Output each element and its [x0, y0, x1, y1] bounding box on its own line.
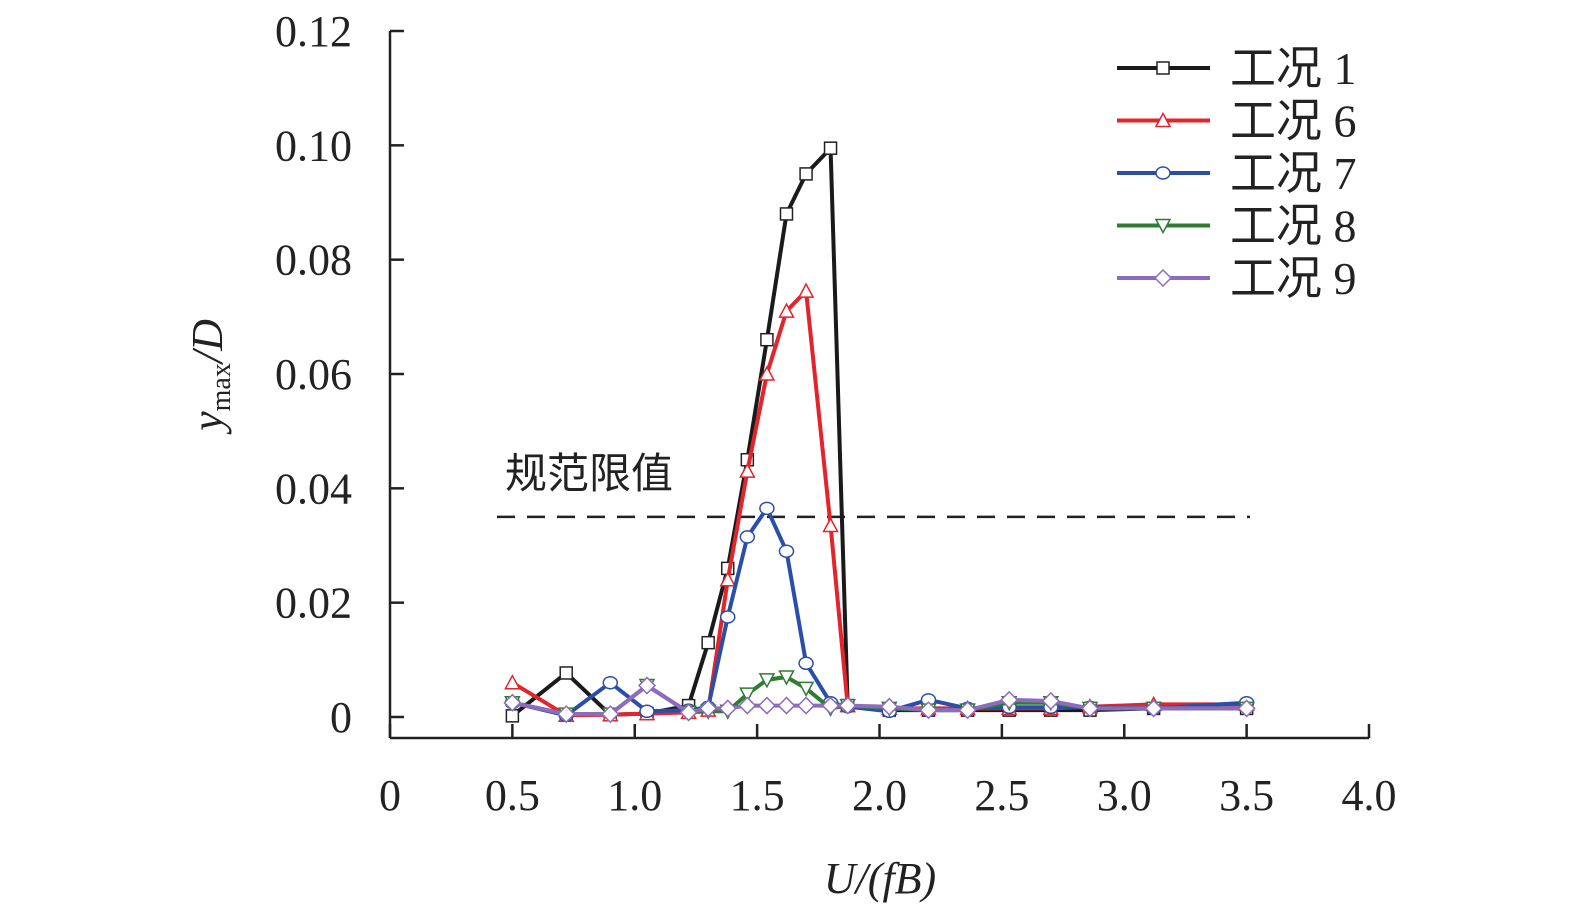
x-tick-label: 2.5: [974, 771, 1029, 820]
data-point: [739, 687, 756, 703]
x-tick-label: 3.0: [1097, 771, 1152, 820]
axes: 0 0.02 0.04 0.06 0.08 0.10 0.12 0 0.5 1.0 1.5 2.0 2.…: [275, 7, 1397, 820]
data-point: [880, 697, 899, 716]
series-3: [504, 501, 1255, 723]
series-line: [511, 143, 1247, 718]
data-point: [760, 332, 774, 347]
data-point: [699, 699, 718, 718]
series-1: [505, 141, 1254, 723]
series-lines: [503, 141, 1256, 724]
x-axis-label: U/(fB): [824, 854, 936, 903]
series-line: [511, 286, 1247, 718]
y-tick-label: 0.02: [275, 579, 352, 628]
data-point: [718, 699, 737, 718]
data-point: [821, 696, 840, 715]
y-tick-label: 0.08: [275, 236, 352, 285]
data-point: [838, 696, 857, 715]
x-tick-label: 0.5: [485, 771, 540, 820]
legend: 工况 1工况 6工况 7工况 8工况 9: [1117, 43, 1357, 304]
data-point: [637, 676, 657, 695]
y-label-sub: max: [206, 363, 237, 411]
x-tick-label: 4.0: [1342, 771, 1397, 820]
y-tick-label: 0.06: [275, 350, 352, 399]
y-axis-label: ymax/D: [183, 319, 237, 435]
legend-marker: [1156, 61, 1170, 75]
data-point: [779, 207, 794, 221]
data-point: [557, 705, 576, 724]
data-point: [919, 701, 938, 720]
x-tick-label: 1.0: [607, 771, 662, 820]
x-tick-label: 0: [379, 771, 401, 820]
data-point: [601, 705, 620, 724]
data-point: [822, 516, 839, 533]
series-2: [504, 282, 1255, 723]
data-point: [797, 681, 815, 697]
reference-line-label: 规范限值: [505, 452, 673, 498]
data-point: [719, 571, 737, 587]
data-point: [777, 696, 796, 715]
y-tick-label: 0.10: [275, 121, 352, 170]
legend-item: 工况 7: [1117, 148, 1357, 199]
data-point: [1144, 699, 1163, 718]
data-point: [739, 462, 756, 478]
data-point: [758, 673, 776, 689]
legend-marker: [1154, 218, 1172, 235]
legend-item: 工况 1: [1117, 43, 1357, 94]
data-point: [778, 544, 795, 558]
series-5: [503, 676, 1256, 724]
legend-marker: [1153, 268, 1173, 288]
legend-item: 工况 8: [1117, 201, 1357, 252]
data-point: [1080, 699, 1100, 718]
data-point: [823, 141, 838, 155]
data-point: [1000, 690, 1019, 709]
x-tick-label: 2.0: [852, 771, 907, 820]
data-point: [739, 530, 756, 544]
legend-item: 工况 6: [1117, 96, 1357, 147]
y-label-main: y: [183, 411, 232, 435]
data-point: [504, 674, 521, 690]
data-point: [679, 703, 698, 722]
data-point: [758, 365, 776, 381]
legend-item: 工况 9: [1117, 253, 1357, 304]
data-point: [720, 610, 736, 624]
data-point: [778, 670, 795, 686]
y-tick-label: 0.12: [275, 7, 352, 56]
data-point: [778, 302, 795, 318]
data-point: [797, 282, 815, 298]
legend-marker: [1155, 166, 1171, 180]
data-point: [701, 635, 715, 650]
legend-label: 工况 1: [1230, 43, 1357, 94]
legend-label: 工况 7: [1230, 148, 1357, 199]
y-tick-label: 0: [330, 693, 352, 742]
x-tick-label: 3.5: [1219, 771, 1274, 820]
data-point: [958, 701, 977, 720]
data-point: [503, 693, 522, 712]
legend-label: 工况 6: [1230, 96, 1357, 147]
data-point: [797, 696, 816, 715]
data-point: [1041, 691, 1060, 711]
data-point: [757, 696, 776, 715]
legend-label: 工况 8: [1230, 201, 1357, 252]
data-point: [738, 696, 757, 715]
data-point: [759, 501, 775, 516]
data-point: [799, 167, 813, 181]
data-point: [1237, 699, 1256, 718]
data-point: [602, 675, 619, 690]
y-tick-label: 0.04: [275, 464, 352, 513]
data-point: [798, 656, 814, 671]
legend-label: 工况 9: [1230, 253, 1357, 304]
legend-marker: [1154, 111, 1172, 128]
data-point: [559, 666, 573, 680]
x-tick-label: 1.5: [730, 771, 785, 820]
y-label-rest: /D: [183, 319, 232, 366]
series-line: [511, 504, 1247, 718]
data-point: [639, 704, 655, 719]
